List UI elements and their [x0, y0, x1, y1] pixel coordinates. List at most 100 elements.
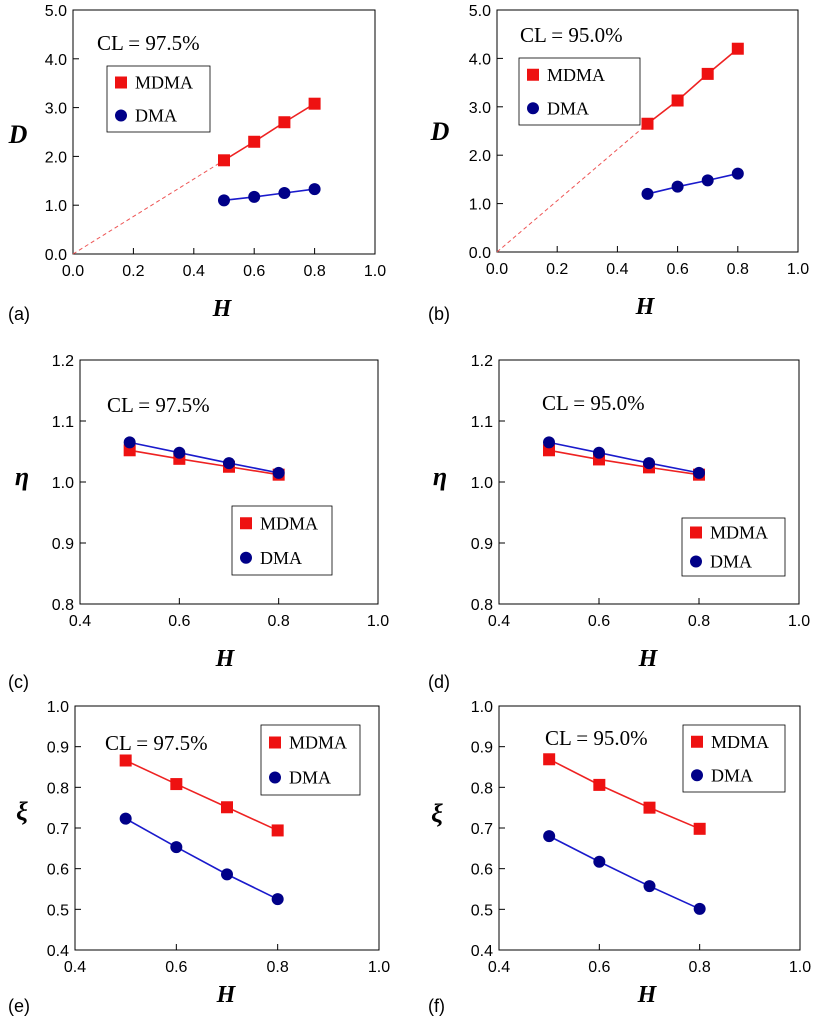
x-tick-label: 0.6	[588, 959, 610, 976]
panel-c: 0.4 0.6 0.8 1.0 0.8 0.9 1.0 1.1 1.2 MDMA DMA CL = 9…	[8, 353, 389, 692]
series-line-mdma	[223, 103, 316, 161]
data-point-mdma	[218, 154, 230, 167]
panel-e: 0.4 0.6 0.8 1.0 0.4 0.5 0.6 0.7 0.8 0.9 1.0 MDMA DMA…	[8, 699, 390, 1016]
x-tick-label: 0.8	[268, 613, 290, 630]
data-point-dma	[123, 436, 136, 449]
legend-label-dma: DMA	[711, 765, 753, 785]
data-point-dma	[278, 187, 291, 199]
x-tick-label: 0.2	[122, 263, 144, 280]
y-axis-label: D	[8, 120, 28, 149]
x-tick-label: 1.0	[368, 959, 390, 976]
panel-f: 0.4 0.6 0.8 1.0 0.4 0.5 0.6 0.7 0.8 0.9 1.0 MDMA DMA…	[428, 699, 811, 1016]
legend-marker-dma	[527, 102, 539, 115]
series-line-dma	[129, 441, 279, 474]
legend-marker-dma	[269, 771, 281, 784]
series-line-dma	[548, 441, 700, 474]
legend-label-dma: DMA	[135, 106, 177, 126]
y-axis-label: η	[433, 462, 447, 491]
data-point-dma	[119, 812, 132, 825]
series-line-dma	[647, 172, 738, 195]
legend-label-dma: DMA	[260, 548, 302, 568]
data-point-dma	[272, 466, 285, 479]
data-point-dma	[218, 194, 230, 207]
x-tick-label: 0.6	[243, 263, 265, 280]
extrapolation-line	[496, 123, 648, 253]
panel-label: (a)	[8, 304, 30, 324]
x-tick-label: 0.8	[727, 261, 749, 278]
data-point-mdma	[693, 822, 706, 835]
legend-marker-mdma	[691, 735, 703, 748]
y-tick-label: 1.0	[45, 198, 67, 215]
x-tick-label: 0.8	[689, 959, 711, 976]
y-axis-label: D	[430, 117, 450, 146]
confidence-level-annotation: CL = 97.5%	[107, 393, 210, 417]
y-tick-label: 1.0	[471, 699, 493, 716]
data-point-mdma	[671, 94, 684, 107]
y-axis-label: η	[15, 462, 29, 491]
x-tick-label: 0.4	[69, 613, 91, 630]
data-point-mdma	[731, 42, 744, 55]
legend-label-dma: DMA	[710, 552, 752, 572]
data-point-dma	[693, 466, 705, 479]
panel-d: 0.4 0.6 0.8 1.0 0.8 0.9 1.0 1.1 1.2 MDMA DMA CL = 9…	[428, 353, 810, 692]
legend-marker-mdma	[527, 68, 539, 81]
y-tick-label: 3.0	[469, 100, 491, 117]
x-tick-label: 1.0	[364, 263, 386, 280]
y-tick-label: 0.6	[471, 862, 493, 879]
data-point-dma	[593, 446, 605, 459]
data-point-dma	[543, 436, 555, 449]
data-point-dma	[543, 830, 556, 843]
confidence-level-annotation: CL = 95.0%	[545, 726, 648, 750]
y-tick-label: 1.0	[471, 475, 493, 492]
y-tick-label: 1.1	[471, 414, 493, 431]
y-tick-label: 0.0	[469, 245, 491, 262]
x-tick-label: 0.2	[546, 261, 568, 278]
y-tick-label: 0.4	[47, 943, 69, 960]
data-point-mdma	[641, 117, 654, 130]
x-axis-label: H	[215, 646, 236, 672]
x-tick-label: 0.4	[64, 959, 86, 976]
panel-label: (b)	[428, 304, 450, 324]
y-tick-label: 0.8	[47, 780, 69, 797]
y-tick-label: 5.0	[469, 3, 491, 20]
legend-marker-dma	[115, 109, 127, 122]
data-point-mdma	[119, 754, 132, 767]
x-tick-label: 0.6	[168, 613, 190, 630]
x-tick-label: 1.0	[367, 613, 389, 630]
legend-marker-dma	[690, 555, 702, 568]
y-tick-label: 0.9	[52, 536, 74, 553]
y-tick-label: 5.0	[45, 3, 67, 20]
data-point-mdma	[643, 801, 656, 814]
data-point-dma	[731, 167, 744, 180]
y-tick-label: 2.0	[469, 148, 491, 165]
x-tick-label: 0.4	[183, 263, 205, 280]
y-tick-label: 1.2	[471, 353, 493, 370]
x-tick-label: 0.4	[488, 613, 510, 630]
legend-marker-dma	[691, 769, 703, 782]
legend-label-dma: DMA	[547, 98, 589, 118]
y-tick-label: 0.9	[471, 740, 493, 757]
series-line-dma	[548, 835, 700, 910]
confidence-level-annotation: CL = 95.0%	[520, 23, 623, 47]
data-point-dma	[641, 187, 654, 200]
legend-label-mdma: MDMA	[260, 513, 318, 533]
panel-label: (d)	[428, 672, 450, 692]
data-point-mdma	[170, 778, 183, 791]
x-axis-label: H	[216, 982, 237, 1008]
y-tick-label: 0.5	[471, 902, 493, 919]
x-tick-label: 0.0	[62, 263, 84, 280]
series-line-mdma	[125, 759, 278, 832]
legend-label-mdma: MDMA	[135, 73, 193, 93]
legend-marker-dma	[240, 551, 252, 564]
x-tick-label: 0.4	[488, 959, 510, 976]
x-tick-label: 0.8	[688, 613, 710, 630]
x-tick-label: 0.8	[267, 959, 289, 976]
panel-label: (c)	[8, 672, 29, 692]
y-tick-label: 0.7	[47, 821, 69, 838]
y-tick-label: 0.8	[52, 597, 74, 614]
data-point-dma	[221, 868, 233, 881]
data-point-mdma	[308, 97, 321, 110]
data-point-dma	[643, 457, 655, 470]
series-line-mdma	[548, 449, 700, 476]
x-axis-label: H	[635, 294, 656, 320]
